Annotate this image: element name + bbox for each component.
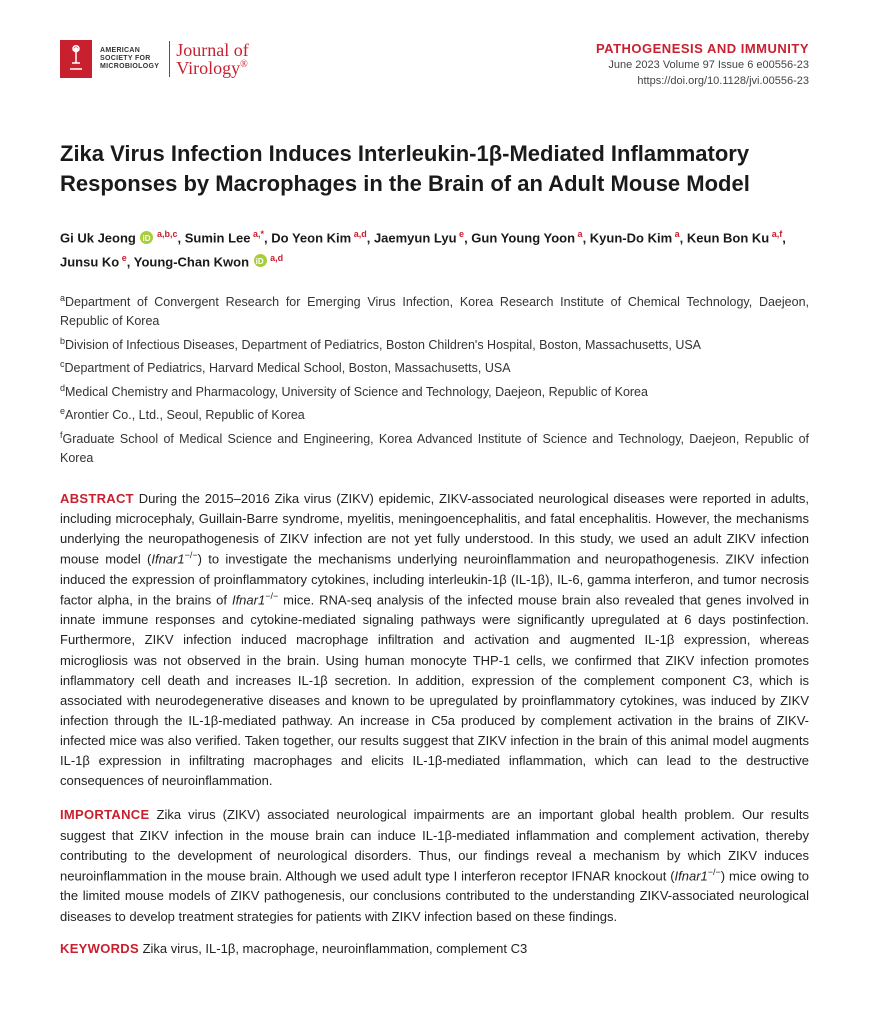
affil-key: d xyxy=(60,383,65,393)
section-label: PATHOGENESIS AND IMMUNITY xyxy=(596,40,809,58)
issue-line: June 2023 Volume 97 Issue 6 e00556-23 xyxy=(596,58,809,73)
keywords-text: Zika virus, IL-1β, macrophage, neuroinfl… xyxy=(143,941,528,956)
gene-symbol: Ifnar1 xyxy=(232,592,265,607)
gene-symbol: Ifnar1 xyxy=(675,868,708,883)
orcid-icon[interactable] xyxy=(140,231,153,244)
affiliation: cDepartment of Pediatrics, Harvard Medic… xyxy=(60,358,809,379)
author-affil-sup: a,d xyxy=(351,229,367,239)
journal-name-line1: Journal of xyxy=(176,40,248,60)
author: Sumin Lee xyxy=(185,231,251,246)
author-affil-sup: a,* xyxy=(250,229,264,239)
genotype-super: −/− xyxy=(265,591,278,601)
issue-metadata: PATHOGENESIS AND IMMUNITY June 2023 Volu… xyxy=(596,40,809,89)
abstract-label: ABSTRACT xyxy=(60,491,134,506)
gene-symbol: Ifnar1 xyxy=(151,551,184,566)
author-affil-sup: a,d xyxy=(268,253,284,263)
affiliation: bDivision of Infectious Diseases, Depart… xyxy=(60,335,809,356)
affiliation-list: aDepartment of Convergent Research for E… xyxy=(60,292,809,469)
affil-key: e xyxy=(60,406,65,416)
affiliation: eArontier Co., Ltd., Seoul, Republic of … xyxy=(60,405,809,426)
genotype-super: −/− xyxy=(708,867,721,877)
importance: IMPORTANCE Zika virus (ZIKV) associated … xyxy=(60,805,809,926)
author: Gun Young Yoon xyxy=(471,231,575,246)
affil-key: c xyxy=(60,359,65,369)
genotype-super: −/− xyxy=(185,550,198,560)
keywords: KEYWORDS Zika virus, IL-1β, macrophage, … xyxy=(60,941,809,956)
journal-name: Journal of Virology® xyxy=(169,41,248,77)
author: Junsu Ko xyxy=(60,254,119,269)
society-line: MICROBIOLOGY xyxy=(100,63,159,71)
author: Do Yeon Kim xyxy=(271,231,351,246)
author-affil-sup: a,b,c xyxy=(154,229,177,239)
author-affil-sup: e xyxy=(457,229,465,239)
affil-key: a xyxy=(60,293,65,303)
journal-name-line2: Virology xyxy=(176,58,240,78)
article-title: Zika Virus Infection Induces Interleukin… xyxy=(60,139,809,198)
orcid-icon[interactable] xyxy=(254,254,267,267)
author-affil-sup: e xyxy=(119,253,127,263)
author-affil-sup: a,f xyxy=(769,229,782,239)
doi-link[interactable]: https://doi.org/10.1128/jvi.00556-23 xyxy=(637,75,809,87)
importance-label: IMPORTANCE xyxy=(60,807,149,822)
society-line: AMERICAN xyxy=(100,47,159,55)
abstract: ABSTRACT During the 2015–2016 Zika virus… xyxy=(60,489,809,792)
affil-key: b xyxy=(60,336,65,346)
journal-logo-block: AMERICAN SOCIETY FOR MICROBIOLOGY Journa… xyxy=(60,40,249,78)
author: Kyun-Do Kim xyxy=(590,231,672,246)
affiliation: dMedical Chemistry and Pharmacology, Uni… xyxy=(60,382,809,403)
page-header: AMERICAN SOCIETY FOR MICROBIOLOGY Journa… xyxy=(60,40,809,89)
author: Gi Uk Jeong xyxy=(60,231,136,246)
author-list: Gi Uk Jeong a,b,c, Sumin Lee a,*, Do Yeo… xyxy=(60,226,809,273)
author: Young-Chan Kwon xyxy=(134,254,249,269)
abstract-text: mice. RNA-seq analysis of the infected m… xyxy=(60,592,809,788)
author: Keun Bon Ku xyxy=(687,231,769,246)
author: Jaemyun Lyu xyxy=(374,231,457,246)
society-name: AMERICAN SOCIETY FOR MICROBIOLOGY xyxy=(100,47,159,70)
affil-key: f xyxy=(60,430,63,440)
affiliation: fGraduate School of Medical Science and … xyxy=(60,429,809,469)
registered-mark: ® xyxy=(240,59,248,70)
keywords-label: KEYWORDS xyxy=(60,941,139,956)
affiliation: aDepartment of Convergent Research for E… xyxy=(60,292,809,332)
author-affil-sup: a xyxy=(575,229,583,239)
society-line: SOCIETY FOR xyxy=(100,55,159,63)
asm-logo-icon xyxy=(60,40,92,78)
author-affil-sup: a xyxy=(672,229,680,239)
